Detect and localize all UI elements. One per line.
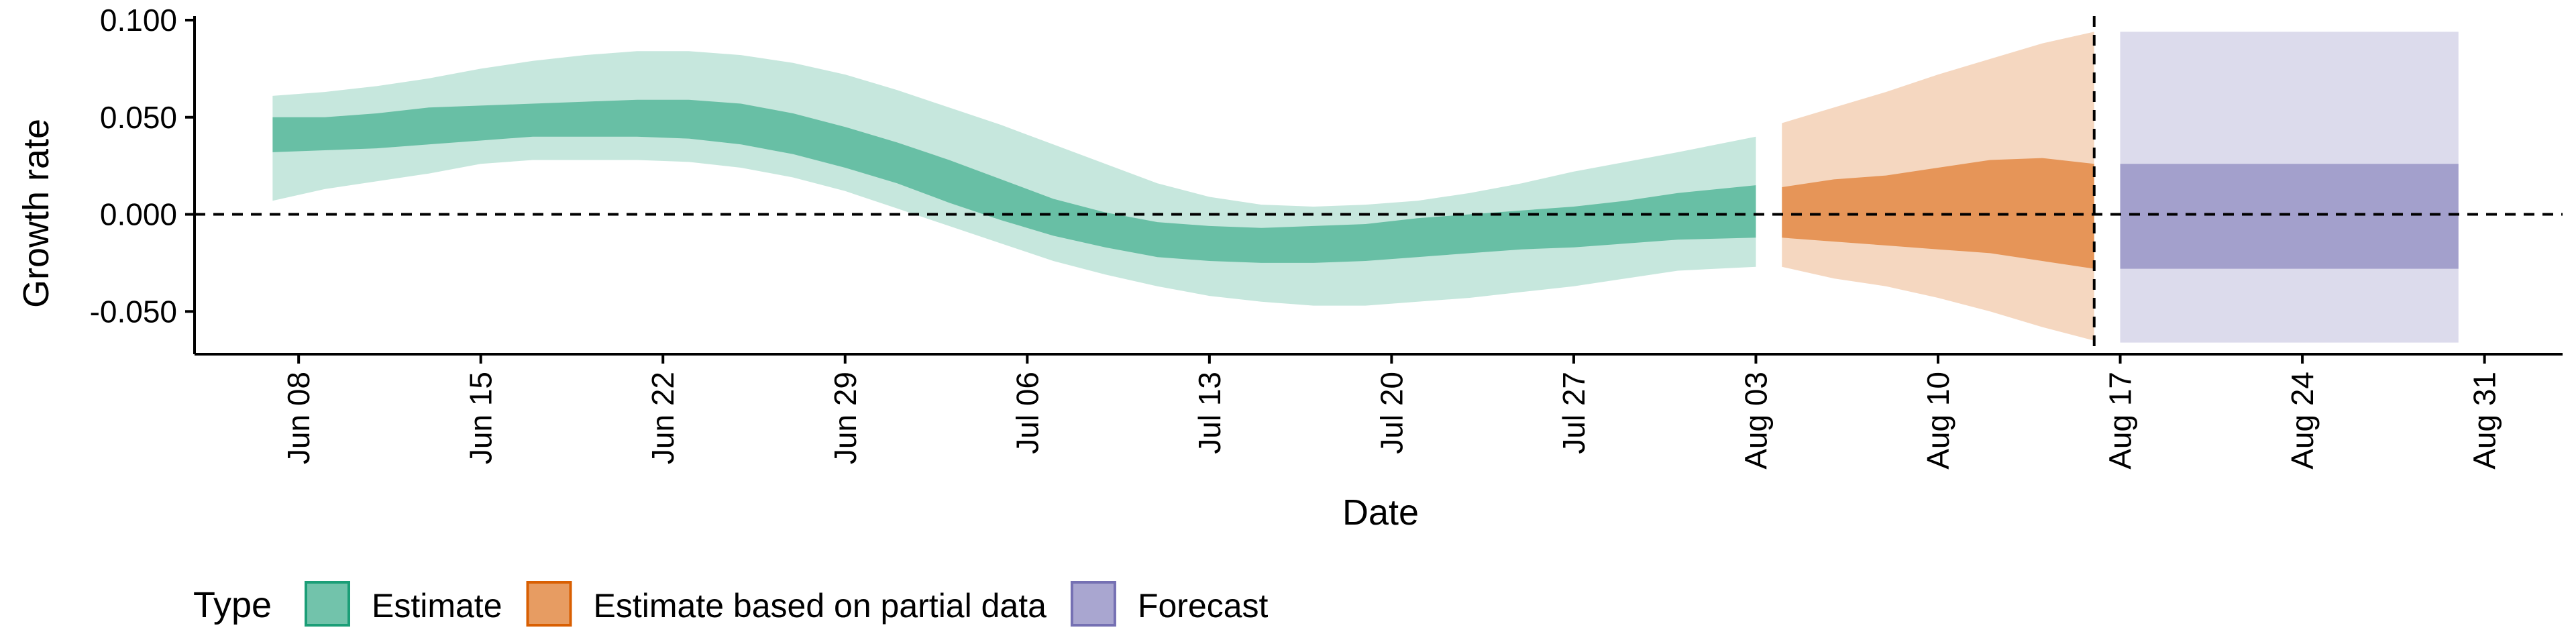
- x-tick-label: Jun 29: [828, 372, 863, 464]
- x-tick-label: Jul 27: [1556, 372, 1591, 454]
- legend-swatch: [526, 581, 572, 627]
- legend-swatch: [1070, 581, 1116, 627]
- ribbon-layer: [272, 32, 2459, 343]
- x-axis-title: Date: [1342, 492, 1419, 533]
- y-tick-label: -0.050: [90, 294, 177, 329]
- y-tick-label: 0.000: [100, 197, 177, 232]
- legend: Type Estimate Estimate based on partial d…: [193, 581, 1269, 627]
- y-tick-label: 0.100: [100, 3, 177, 38]
- legend-title: Type: [193, 585, 272, 625]
- x-tick-label: Jun 22: [645, 372, 680, 464]
- x-tick-label: Jul 13: [1192, 372, 1227, 454]
- x-tick-label: Jul 06: [1010, 372, 1044, 454]
- legend-item-estimate: Estimate: [305, 581, 502, 627]
- x-tick-label: Aug 10: [1921, 372, 1955, 470]
- x-tick-label: Jul 20: [1374, 372, 1409, 454]
- x-tick-label: Aug 31: [2467, 372, 2502, 470]
- y-tick-label: 0.050: [100, 100, 177, 135]
- reference-lines: [195, 16, 2563, 354]
- legend-item-forecast: Forecast: [1070, 581, 1269, 627]
- axes: 0.100 0.050 0.000 -0.050 Jun 08 Jun 15 Jun 22 J…: [90, 3, 2563, 470]
- legend-swatch: [305, 581, 350, 627]
- x-tick-label: Jun 15: [464, 372, 498, 464]
- forecast-inner-band: [2120, 164, 2459, 269]
- x-tick-label: Aug 17: [2103, 372, 2138, 470]
- x-tick-label: Aug 03: [1739, 372, 1774, 470]
- x-tick-label: Aug 24: [2285, 372, 2320, 470]
- legend-item-estimate-based-on-partial-data: Estimate based on partial data: [526, 581, 1047, 627]
- legend-label: Forecast: [1138, 587, 1269, 625]
- legend-label: Estimate: [372, 587, 502, 625]
- y-axis-title: Growth rate: [16, 119, 56, 308]
- x-tick-label: Jun 08: [281, 372, 316, 464]
- estimate-inner-band: [272, 99, 1756, 263]
- legend-label: Estimate based on partial data: [594, 587, 1047, 625]
- estimate-outer-band: [272, 51, 1756, 306]
- estimate-based-on-partial-data-inner-band: [1782, 158, 2094, 269]
